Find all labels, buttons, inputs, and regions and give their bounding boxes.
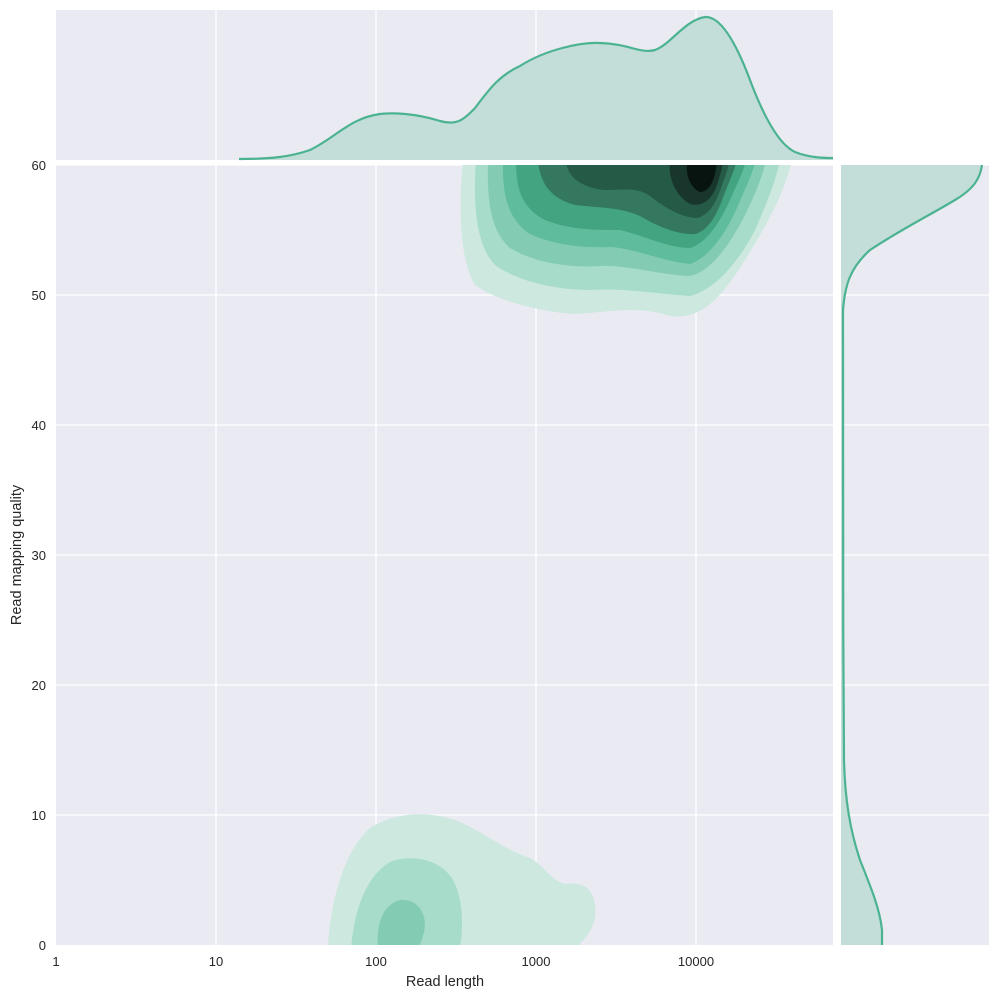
y-tick-10: 10 [32, 808, 46, 823]
x-tick-100: 100 [365, 954, 387, 969]
right-marginal-line [841, 164, 984, 945]
top-marginal-kde [238, 15, 834, 161]
x-axis-ticks: 1 10 100 1000 10000 [52, 954, 714, 969]
y-tick-50: 50 [32, 288, 46, 303]
joint-kde-contours [328, 165, 791, 945]
top-marginal-line [238, 15, 834, 161]
y-axis-ticks: 0 10 20 30 40 50 60 [32, 158, 46, 953]
x-tick-10: 10 [209, 954, 223, 969]
high-quality-cluster [460, 165, 791, 317]
low-quality-cluster [328, 814, 596, 945]
right-marginal-fill [841, 165, 982, 945]
x-tick-10000: 10000 [678, 954, 714, 969]
y-tick-0: 0 [39, 938, 46, 953]
x-tick-1000: 1000 [522, 954, 551, 969]
y-tick-20: 20 [32, 678, 46, 693]
y-tick-60: 60 [32, 158, 46, 173]
x-axis-label: Read length [406, 974, 484, 990]
y-tick-40: 40 [32, 418, 46, 433]
x-tick-1: 1 [52, 954, 59, 969]
y-tick-30: 30 [32, 548, 46, 563]
right-marginal-kde [841, 164, 984, 945]
y-axis-label: Read mapping quality [9, 484, 25, 625]
top-marginal-fill [239, 16, 833, 161]
